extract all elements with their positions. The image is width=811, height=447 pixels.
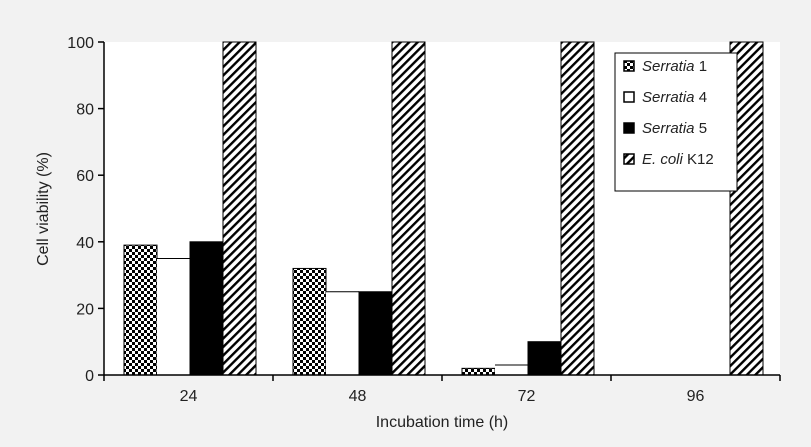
legend-label-rest: 5 xyxy=(695,120,708,137)
legend-swatch-s1 xyxy=(623,60,635,72)
legend-label-s2: Serratia 4 xyxy=(642,89,707,106)
legend-label-italic: Serratia xyxy=(642,58,695,75)
y-tick-label: 0 xyxy=(85,368,94,385)
y-tick-label: 80 xyxy=(76,102,94,119)
y-tick-label: 60 xyxy=(76,168,94,185)
legend-label-rest: 4 xyxy=(695,89,708,106)
y-axis-title: Cell viability (%) xyxy=(35,152,52,266)
bar-s1-24 xyxy=(123,244,158,376)
legend-label-rest: 1 xyxy=(695,58,708,75)
bar-s3-24 xyxy=(189,241,224,376)
bar-s1-48 xyxy=(292,267,327,376)
legend-box xyxy=(614,52,738,192)
bar-s3-72 xyxy=(527,341,562,376)
bar-s1-72 xyxy=(461,367,496,376)
legend-swatch-s4 xyxy=(623,153,635,165)
axes-layer xyxy=(98,41,781,381)
legend-label-s3: Serratia 5 xyxy=(642,120,707,137)
legend-label-s4: E. coli K12 xyxy=(642,151,714,168)
legend-label-italic: E. coli xyxy=(642,151,684,168)
tick-labels: 0 20 40 60 80 100 24 48 72 96 xyxy=(67,35,704,405)
legend-swatch-s2 xyxy=(623,91,635,103)
bar-s4-24 xyxy=(222,41,257,376)
y-tick-label: 40 xyxy=(76,235,94,252)
x-tick-label: 72 xyxy=(518,388,536,405)
legend-label-s1: Serratia 1 xyxy=(642,58,707,75)
y-tick-label: 20 xyxy=(76,301,94,318)
bar-s2-72 xyxy=(495,365,528,375)
bar-s2-48 xyxy=(326,291,359,375)
y-tick-label: 100 xyxy=(67,35,94,52)
x-tick-label: 48 xyxy=(349,388,367,405)
bar-s4-48 xyxy=(391,41,426,376)
x-tick-label: 24 xyxy=(180,388,198,405)
bar-s2-24 xyxy=(157,258,190,375)
bar-s4-72 xyxy=(560,41,595,376)
bar-s3-48 xyxy=(358,291,393,376)
legend-label-italic: Serratia xyxy=(642,120,695,137)
legend-swatch-s3 xyxy=(623,122,635,134)
legend-label-italic: Serratia xyxy=(642,89,695,106)
x-tick-label: 96 xyxy=(687,388,705,405)
x-axis-title: Incubation time (h) xyxy=(376,414,509,431)
bars-layer xyxy=(123,41,764,376)
legend-label-rest: K12 xyxy=(683,151,714,168)
